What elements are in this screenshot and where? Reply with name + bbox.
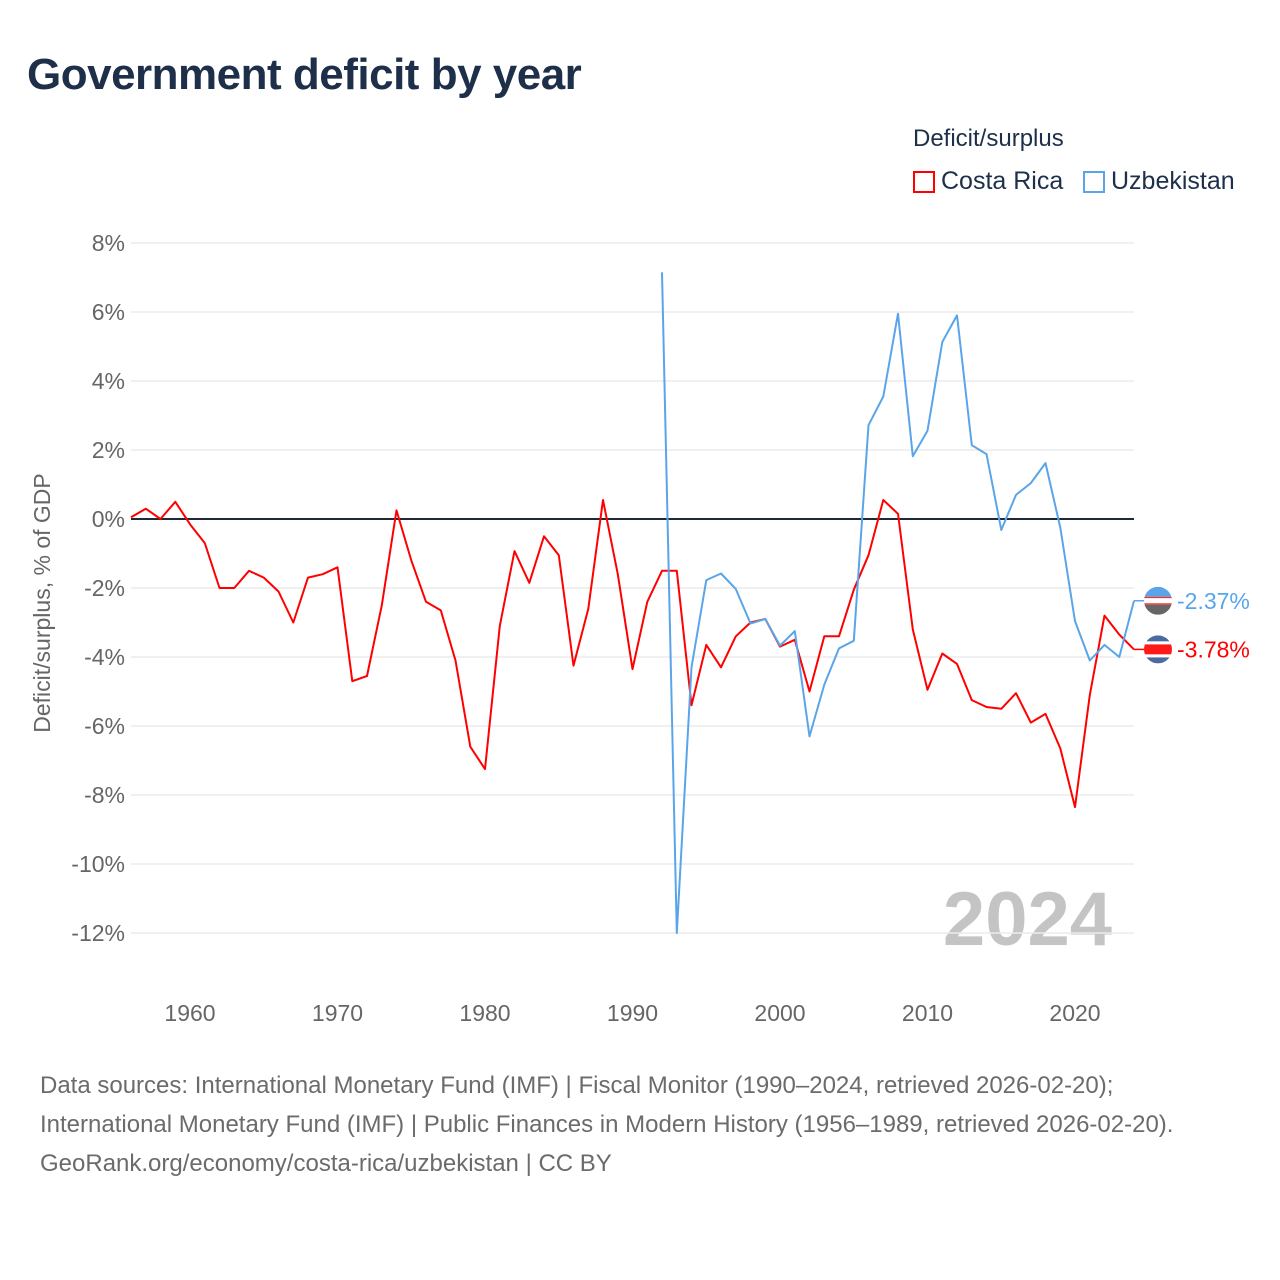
- legend-item-costa-rica[interactable]: Costa Rica: [913, 167, 1063, 196]
- legend-label-uzbekistan: Uzbekistan: [1111, 167, 1235, 195]
- legend-title: Deficit/surplus: [913, 125, 1064, 152]
- y-tick-label: 0%: [92, 506, 125, 532]
- legend-swatch-costa-rica: [913, 170, 935, 193]
- flag-costa-rica-icon: [1144, 635, 1172, 664]
- y-tick-label: -4%: [84, 644, 125, 670]
- data-sources: Data sources: International Monetary Fun…: [40, 1072, 1174, 1138]
- y-tick-label: -2%: [84, 575, 125, 601]
- x-tick-label: 2020: [1049, 1000, 1100, 1026]
- y-tick-label: 4%: [92, 368, 125, 394]
- y-tick-label: -12%: [71, 920, 125, 946]
- x-tick-label: 1960: [164, 1000, 215, 1026]
- y-tick-label: -6%: [84, 713, 125, 739]
- footer: Data sources: International Monetary Fun…: [40, 1066, 1240, 1183]
- series-line-uzbekistan: [661, 272, 1135, 934]
- y-axis-label: Deficit/surplus, % of GDP: [29, 473, 55, 732]
- credit-link[interactable]: GeoRank.org/economy/costa-rica/uzbekista…: [40, 1150, 612, 1177]
- series-line-costa-rica: [130, 499, 1135, 809]
- legend-swatch-uzbekistan: [1083, 170, 1105, 193]
- y-tick-label: -8%: [84, 782, 125, 808]
- chart-title: Government deficit by year: [27, 50, 582, 99]
- end-label-uzbekistan: -2.37%: [1177, 588, 1250, 614]
- legend-label-costa-rica: Costa Rica: [941, 167, 1064, 195]
- x-tick-label: 1980: [459, 1000, 510, 1026]
- x-tick-label: 2000: [754, 1000, 805, 1026]
- x-tick-label: 1970: [312, 1000, 363, 1026]
- x-tick-label: 1990: [607, 1000, 658, 1026]
- y-tick-label: 8%: [92, 230, 125, 256]
- y-tick-label: 6%: [92, 299, 125, 325]
- y-tick-label: -10%: [71, 851, 125, 877]
- line-chart: 2024 8% 6% 4% 2% 0% -2% -4% -6% -8% -10% -12% 1960 19…: [29, 230, 1250, 1026]
- end-label-costa-rica: -3.78%: [1177, 636, 1250, 662]
- x-tick-label: 2010: [902, 1000, 953, 1026]
- legend-item-uzbekistan[interactable]: Uzbekistan: [1083, 167, 1235, 196]
- year-watermark: 2024: [943, 877, 1112, 962]
- y-tick-label: 2%: [92, 437, 125, 463]
- flag-uzbekistan-icon: [1144, 586, 1172, 615]
